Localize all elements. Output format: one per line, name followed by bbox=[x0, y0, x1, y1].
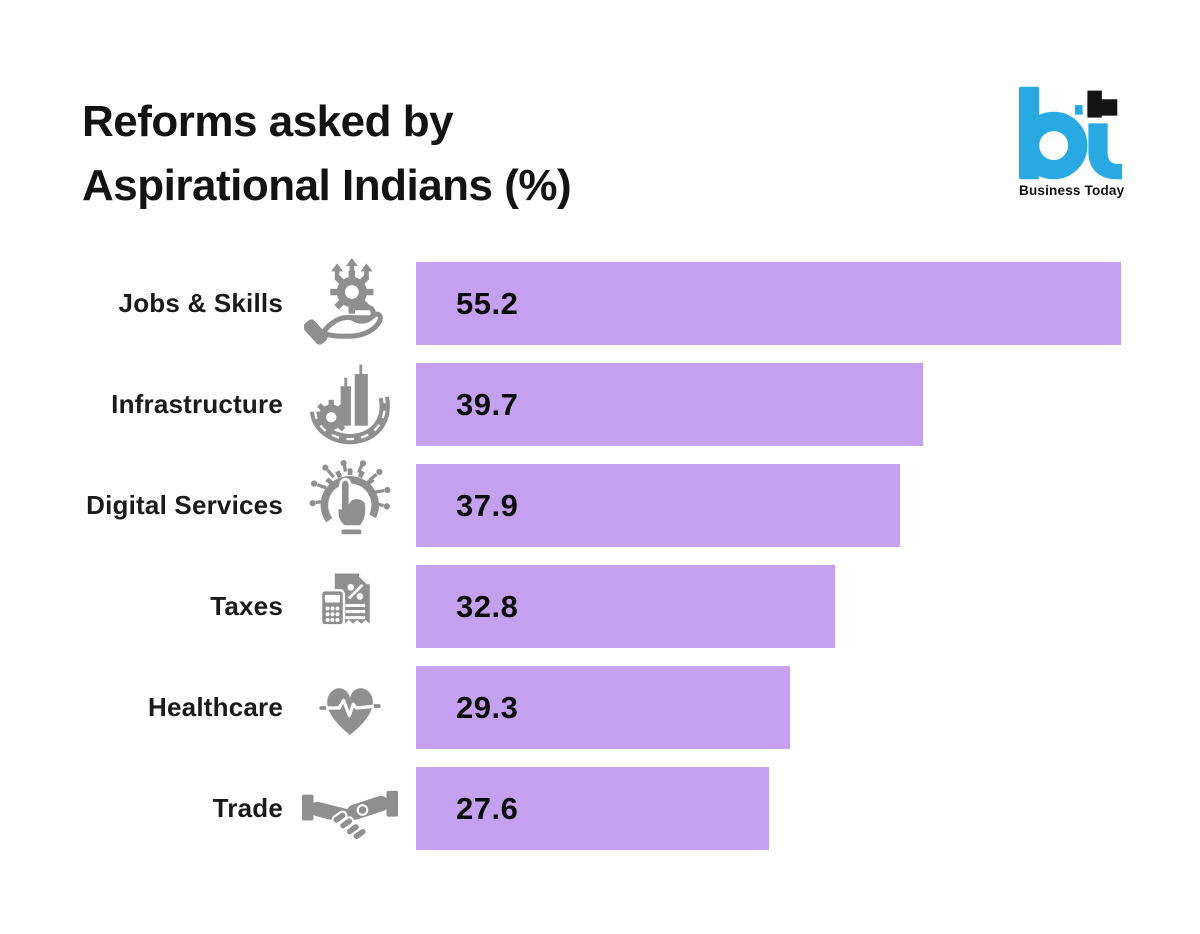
bar-track: 32.8 bbox=[416, 565, 1121, 648]
bar-track: 37.9 bbox=[416, 464, 1121, 547]
bar-value-label: 32.8 bbox=[456, 588, 519, 624]
bar: 32.8 bbox=[416, 565, 835, 648]
bar: 29.3 bbox=[416, 666, 791, 749]
chart-title-line1: Reforms asked by bbox=[82, 97, 454, 146]
infrastructure-icon bbox=[283, 358, 416, 452]
chart-title: Reforms asked by Aspirational Indians (%… bbox=[82, 90, 572, 218]
category-label: Jobs & Skills bbox=[118, 288, 283, 318]
bar-value-label: 29.3 bbox=[456, 689, 519, 725]
hand-gear-icon bbox=[283, 257, 416, 350]
chart-row: Healthcare 29.3 bbox=[0, 666, 1200, 749]
bar-value-label: 37.9 bbox=[456, 487, 519, 523]
business-today-logo: Business Today bbox=[1019, 86, 1125, 198]
bar-track: 29.3 bbox=[416, 666, 1121, 749]
chart-row: Trade 27.6 bbox=[0, 767, 1200, 850]
chart-row: Jobs & Skills 55.2 bbox=[0, 257, 1200, 345]
bar: 37.9 bbox=[416, 464, 901, 547]
chart-title-line2: Aspirational Indians (%) bbox=[82, 161, 572, 210]
bt-logo-icon bbox=[1019, 86, 1123, 180]
category-label: Trade bbox=[212, 793, 283, 823]
digital-touch-icon bbox=[283, 459, 416, 553]
chart-row: Digital Services 37.9 bbox=[0, 459, 1200, 547]
category-label: Healthcare bbox=[148, 692, 283, 722]
bar-track: 39.7 bbox=[416, 363, 1121, 446]
logo-caption: Business Today bbox=[1019, 183, 1125, 198]
bar: 55.2 bbox=[416, 262, 1121, 345]
tax-calculator-icon bbox=[283, 569, 416, 645]
bar-track: 55.2 bbox=[416, 262, 1121, 345]
category-label: Taxes bbox=[210, 591, 283, 621]
bar-value-label: 27.6 bbox=[456, 790, 519, 826]
handshake-icon bbox=[283, 777, 416, 841]
bar-track: 27.6 bbox=[416, 767, 1121, 850]
bar: 39.7 bbox=[416, 363, 924, 446]
category-label: Infrastructure bbox=[111, 389, 283, 419]
heart-pulse-icon bbox=[283, 677, 416, 739]
bar-value-label: 55.2 bbox=[456, 285, 519, 321]
bar: 27.6 bbox=[416, 767, 769, 850]
chart-row: Infrastructure 39.7 bbox=[0, 363, 1200, 446]
bar-chart: Jobs & Skills 55.2 Infrastructure bbox=[0, 257, 1200, 868]
category-label: Digital Services bbox=[86, 490, 283, 520]
chart-row: Taxes 32.8 bbox=[0, 565, 1200, 648]
bar-value-label: 39.7 bbox=[456, 386, 519, 422]
